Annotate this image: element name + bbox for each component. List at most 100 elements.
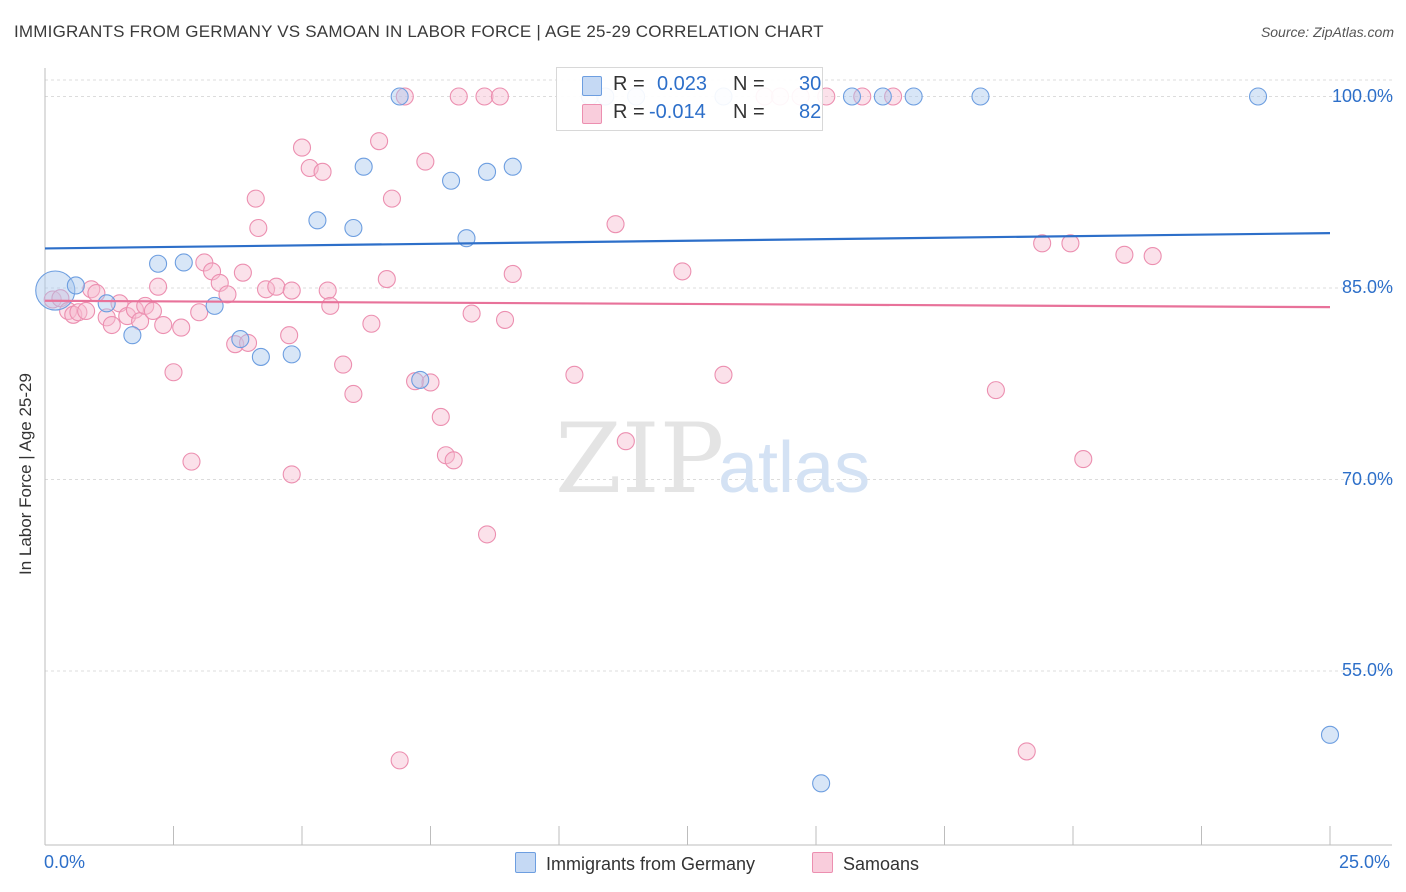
point-germany <box>904 87 923 106</box>
point-samoans <box>490 87 509 106</box>
point-samoans <box>853 87 872 106</box>
point-germany <box>503 157 522 176</box>
point-samoans <box>714 365 733 384</box>
point-samoans <box>282 281 301 300</box>
watermark-atlas: atlas <box>718 428 870 508</box>
point-samoans <box>280 326 299 345</box>
point-germany <box>231 330 250 349</box>
bottom-legend-swatch-germany <box>515 852 536 873</box>
point-samoans <box>77 301 96 321</box>
x-tick-label-min: 0.0% <box>44 852 86 872</box>
point-samoans <box>249 218 268 238</box>
correlation-legend: R = 0.023 N = 30 R = -0.014 N = 82 <box>556 67 823 131</box>
point-samoans <box>673 262 692 281</box>
point-samoans <box>462 304 481 323</box>
point-samoans <box>565 365 584 384</box>
point-germany <box>842 87 862 106</box>
legend-n-value: 30 <box>799 73 822 95</box>
point-germany <box>205 296 224 315</box>
point-samoans <box>421 373 440 392</box>
point-samoans <box>149 277 168 296</box>
point-samoans <box>606 215 625 234</box>
point-samoans <box>233 263 252 282</box>
legend-r-value: 0.023 <box>657 73 708 95</box>
chart-source: Source: ZipAtlas.com <box>1260 24 1394 40</box>
legend-swatch-samoans <box>582 104 602 124</box>
point-samoans <box>1115 245 1134 264</box>
point-samoans <box>313 162 332 181</box>
chart-title: IMMIGRANTS FROM GERMANY VS SAMOAN IN LAB… <box>14 22 824 41</box>
axis-layer <box>44 68 1392 846</box>
bottom-legend-swatch-samoans <box>812 852 833 873</box>
point-germany <box>97 294 116 313</box>
legend-r-label: R = <box>613 101 645 123</box>
point-samoans <box>475 87 494 106</box>
y-tick-label: 70.0% <box>1341 468 1393 489</box>
legend-n-value: 82 <box>799 101 822 123</box>
point-germany <box>251 347 270 366</box>
point-samoans <box>616 432 635 451</box>
point-samoans <box>102 315 121 335</box>
bottom-legend-samoans: Samoans <box>812 852 919 875</box>
y-tick-label: 55.0% <box>1341 660 1393 680</box>
y-axis-label: In Labor Force | Age 25-29 <box>16 373 35 575</box>
point-samoans <box>477 525 497 544</box>
point-samoans <box>43 290 62 309</box>
point-samoans <box>282 465 301 484</box>
point-samoans <box>321 296 340 315</box>
point-samoans <box>143 301 162 321</box>
bottom-legend-label-samoans: Samoans <box>843 854 920 874</box>
legend-n-label: N = <box>733 73 765 95</box>
point-samoans <box>256 280 276 299</box>
point-samoans <box>1143 247 1162 266</box>
trend-line-samoans <box>44 299 1331 309</box>
point-germany <box>1320 725 1340 744</box>
watermark-zip: ZIP <box>555 403 724 515</box>
point-germany <box>971 87 990 106</box>
point-samoans <box>218 285 237 304</box>
point-samoans <box>1017 742 1036 761</box>
legend-swatch-germany <box>582 76 602 96</box>
legend-r-label: R = <box>613 73 645 95</box>
point-samoans <box>444 451 463 470</box>
point-germany <box>174 253 193 272</box>
bottom-legend-label-germany: Immigrants from Germany <box>546 854 756 874</box>
point-samoans <box>503 264 522 284</box>
point-samoans <box>1074 450 1093 469</box>
point-samoans <box>190 303 209 322</box>
legend-n-label: N = <box>733 101 765 123</box>
point-germany <box>354 157 373 176</box>
point-samoans <box>390 751 409 770</box>
watermark: ZIP atlas <box>555 403 870 515</box>
x-tick-label-max: 25.0% <box>1339 852 1391 872</box>
point-samoans <box>246 189 265 208</box>
point-germany <box>1248 87 1268 106</box>
point-samoans <box>172 318 191 337</box>
point-samoans <box>154 315 173 335</box>
bottom-legend-germany: Immigrants from Germany <box>515 852 755 875</box>
point-germany <box>149 254 168 273</box>
point-samoans <box>884 87 903 106</box>
point-germany <box>66 276 85 295</box>
point-samoans <box>318 281 337 300</box>
point-samoans <box>1061 234 1080 253</box>
point-samoans <box>334 355 353 374</box>
point-germany <box>442 171 461 190</box>
trend-line-germany <box>44 232 1331 250</box>
point-germany <box>390 87 409 106</box>
point-samoans <box>292 138 312 157</box>
point-samoans <box>382 189 402 208</box>
point-samoans <box>395 87 414 106</box>
point-samoans <box>226 335 245 354</box>
y-tick-label: 85.0% <box>1341 277 1393 297</box>
point-samoans <box>431 407 450 426</box>
trend-layer <box>44 232 1331 309</box>
point-germany <box>812 774 831 793</box>
point-samoans <box>69 303 88 322</box>
point-samoans <box>377 270 396 289</box>
point-samoans <box>449 87 468 106</box>
point-germany <box>477 162 497 181</box>
point-germany <box>873 87 892 106</box>
point-samoans <box>370 132 389 151</box>
